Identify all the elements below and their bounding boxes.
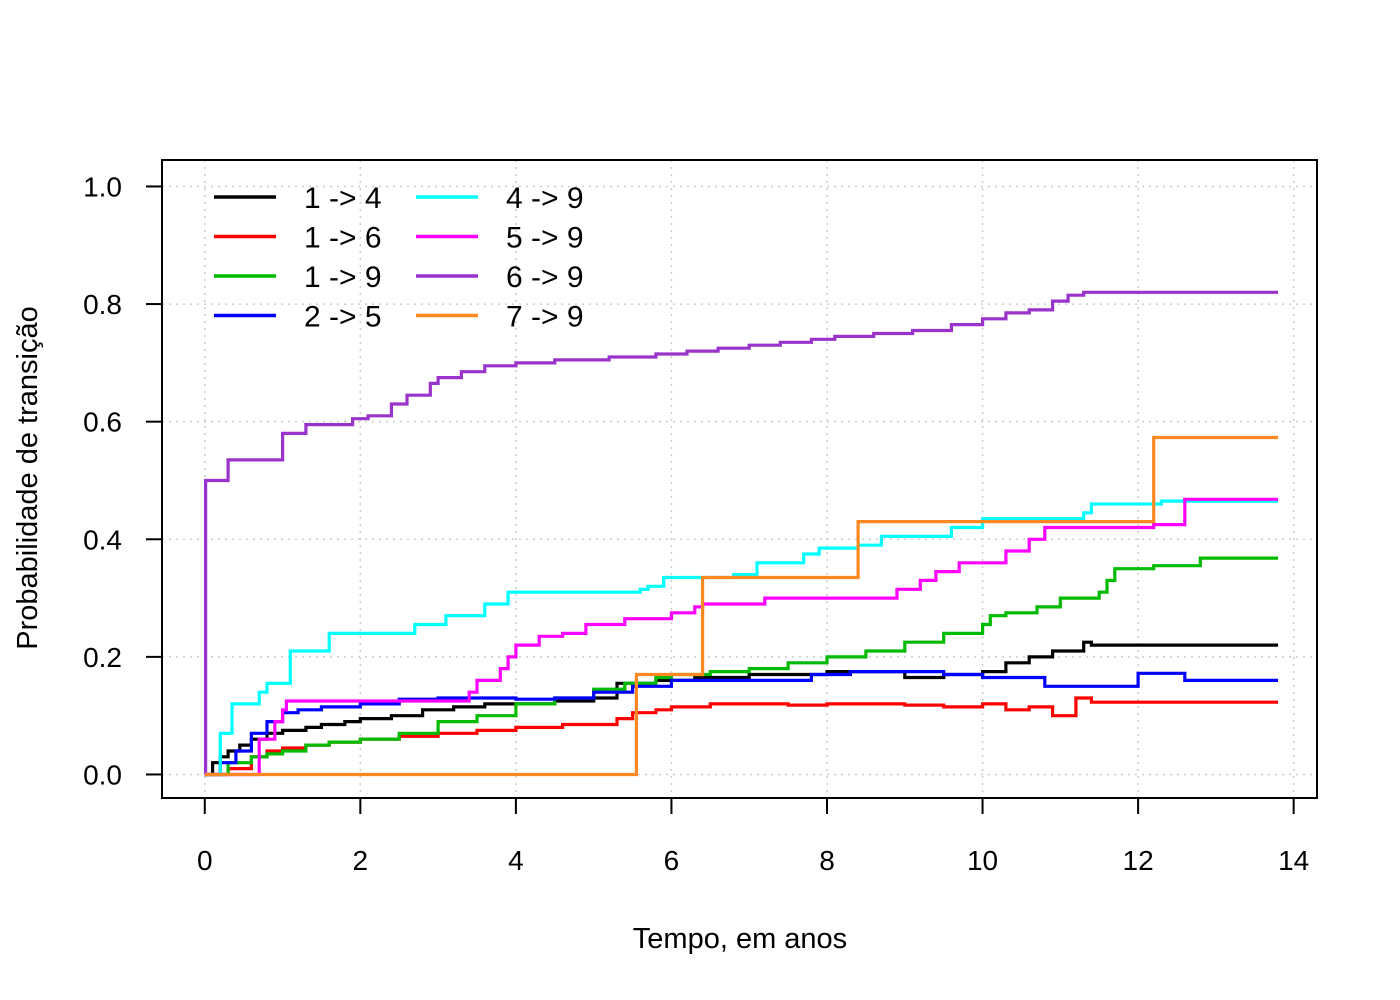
x-tick-label: 10 xyxy=(967,845,998,876)
x-axis-title: Tempo, em anos xyxy=(633,923,847,955)
x-tick-label: 8 xyxy=(819,845,835,876)
x-tick-label: 4 xyxy=(508,845,524,876)
y-tick-label: 0.0 xyxy=(83,759,122,790)
legend: 1 -> 4 1 -> 6 1 -> 9 2 -> 5 4 -> 9 5 -> 9 6 ->… xyxy=(214,182,584,334)
series-line-1-4 xyxy=(204,640,1279,777)
legend-label-6-9: 6 -> 9 xyxy=(506,261,584,294)
series-line-2-5 xyxy=(204,670,1279,777)
series-line-1-9 xyxy=(204,556,1279,777)
x-tick-label: 0 xyxy=(197,845,213,876)
legend-label-2-5: 2 -> 5 xyxy=(304,301,382,334)
x-tick-label: 6 xyxy=(664,845,680,876)
grid-lines xyxy=(162,160,1317,798)
y-tick-label: 0.6 xyxy=(83,407,122,438)
legend-label-1-6: 1 -> 6 xyxy=(304,222,382,255)
series-line-6-9 xyxy=(204,290,1279,777)
series-line-1-6 xyxy=(204,696,1279,777)
x-tick-label: 2 xyxy=(353,845,369,876)
legend-label-5-9: 5 -> 9 xyxy=(506,222,584,255)
x-tick-label: 12 xyxy=(1123,845,1154,876)
y-tick-label: 0.8 xyxy=(83,289,122,320)
y-tick-label: 1.0 xyxy=(83,171,122,202)
legend-label-7-9: 7 -> 9 xyxy=(506,301,584,334)
series-line-4-9 xyxy=(204,499,1279,777)
y-tick-label: 0.4 xyxy=(83,524,122,555)
y-axis-title: Probabilidade de transição xyxy=(12,306,44,649)
legend-label-1-9: 1 -> 9 xyxy=(304,261,382,294)
series-line-5-9 xyxy=(204,497,1279,777)
x-tick-label: 14 xyxy=(1278,845,1309,876)
y-tick-label: 0.2 xyxy=(83,642,122,673)
series-line-7-9 xyxy=(204,435,1279,777)
legend-label-4-9: 4 -> 9 xyxy=(506,182,584,215)
legend-label-1-4: 1 -> 4 xyxy=(304,182,382,215)
series-lines xyxy=(204,290,1279,777)
axes: 0 2 4 6 8 10 12 14 0.0 0.2 0.4 0.6 0.8 1.0 xyxy=(83,171,1309,876)
